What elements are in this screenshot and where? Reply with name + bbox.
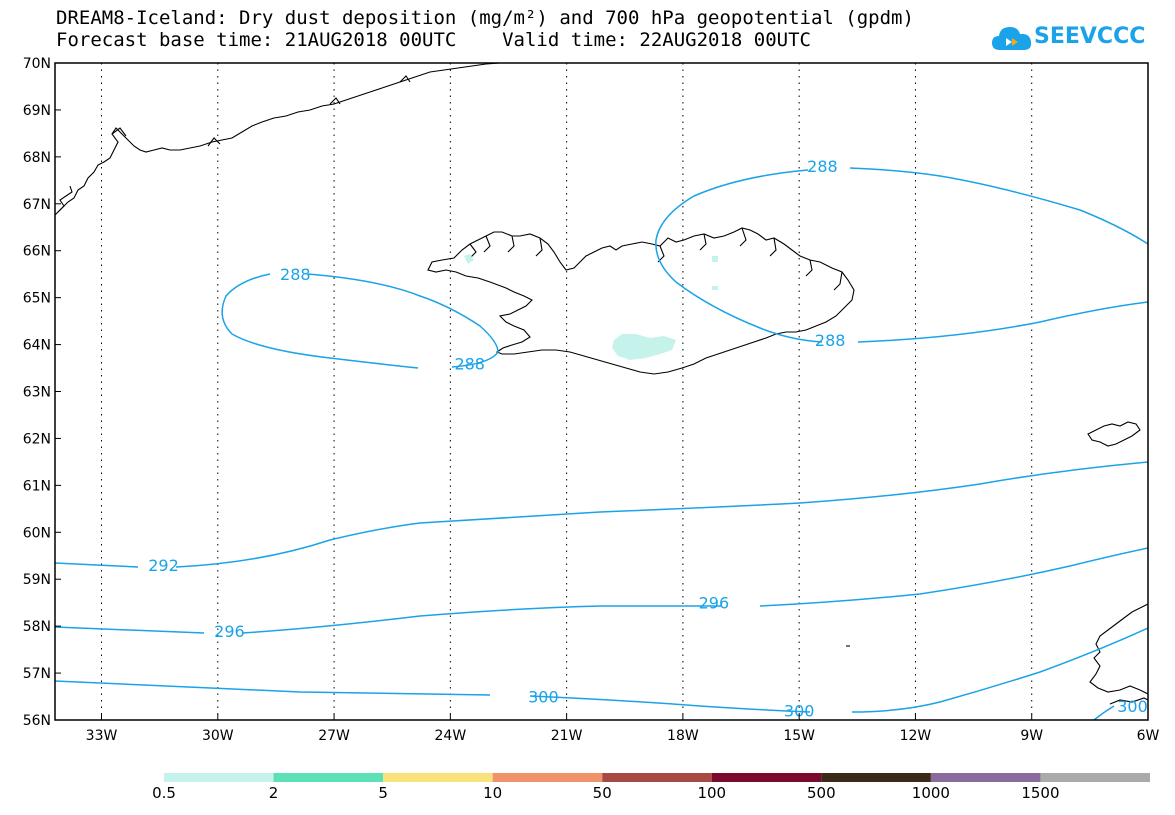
lat-tick-label: 66N (23, 244, 51, 260)
logo-text: SEEVCCC (1034, 24, 1146, 49)
lat-tick-label: 63N (23, 385, 51, 401)
contour-label: 300 (528, 688, 559, 707)
contour-300-corner (1093, 705, 1115, 720)
lon-tick-label: 6W (1137, 728, 1160, 744)
lon-tick-label: 21W (551, 728, 583, 744)
dust-deposition-shading (464, 254, 718, 360)
contour-labels: 288 288 288 288 292 296 296 300 300 300 (148, 157, 1148, 720)
graticule (101, 63, 1149, 720)
contour-288-west (221, 273, 499, 369)
coastlines (55, 63, 1148, 705)
greenland-coastline (55, 63, 514, 216)
contour-288-east (655, 167, 1148, 343)
colorbar (164, 773, 1150, 782)
lat-tick-label: 62N (23, 431, 51, 447)
colorbar-swatch (930, 773, 1041, 782)
colorbar-label: 1500 (1021, 784, 1060, 802)
faroe-coastline (1087, 421, 1141, 447)
lat-tick-label: 70N (23, 56, 51, 72)
title-line-1: DREAM8-Iceland: Dry dust deposition (mg/… (56, 7, 914, 29)
lon-tick-label: 24W (435, 728, 467, 744)
lon-tick-label: 30W (202, 728, 234, 744)
title-line-2: Forecast base time: 21AUG2018 00UTC Vali… (56, 29, 811, 51)
geopotential-contours (55, 167, 1148, 720)
dust-patch-south (612, 334, 676, 360)
lon-tick-label: 12W (900, 728, 932, 744)
iceland-coastline (427, 227, 855, 375)
cloud-icon (992, 27, 1032, 50)
iceland-fjords (469, 227, 843, 291)
lat-tick-label: 56N (23, 713, 51, 729)
colorbar-label: 500 (807, 784, 836, 802)
colorbar-label: 100 (697, 784, 727, 802)
contour-292 (55, 461, 1148, 568)
contour-label: 288 (807, 157, 838, 176)
colorbar-label: 10 (483, 784, 503, 802)
lat-tick-label: 67N (23, 197, 51, 213)
contour-label: 288 (815, 331, 846, 350)
lon-tick-label: 15W (783, 728, 815, 744)
contour-label: 300 (784, 702, 815, 721)
contour-292-south (55, 547, 1148, 634)
lat-tick-label: 59N (23, 572, 51, 588)
lon-tick-label: 27W (318, 728, 350, 744)
colorbar-swatch (821, 773, 931, 782)
colorbar-label: 0.5 (152, 784, 176, 802)
dust-patch-east (712, 256, 718, 290)
contour-label: 292 (148, 556, 179, 575)
lat-tick-label: 57N (23, 666, 51, 682)
lat-tick-label: 61N (23, 478, 51, 494)
axes: 33W 30W 27W 24W 21W 18W 15W 12W 9W 6W 56N 57N 58N 59N… (23, 56, 1160, 744)
colorbar-label: 5 (378, 784, 388, 802)
colorbar-swatch (711, 773, 822, 782)
lat-tick-label: 60N (23, 525, 51, 541)
lat-tick-label: 65N (23, 291, 51, 307)
colorbar-swatch (602, 773, 712, 782)
lon-tick-label: 33W (86, 728, 118, 744)
contour-label: 296 (699, 594, 730, 613)
colorbar-swatch (273, 773, 384, 782)
colorbar-swatch (383, 773, 493, 782)
lat-tick-label: 68N (23, 150, 51, 166)
colorbar-swatch (492, 773, 603, 782)
lat-tick-label: 64N (23, 338, 51, 354)
colorbar-swatch (1040, 773, 1150, 782)
contour-label: 300 (1117, 697, 1148, 716)
colorbar-label: 50 (592, 784, 612, 802)
seevccc-logo: SEEVCCC (990, 18, 1145, 58)
contour-label: 296 (214, 622, 245, 641)
lat-tick-label: 58N (23, 619, 51, 635)
scotland-coastline (1089, 603, 1148, 705)
colorbar-label: 1000 (911, 784, 950, 802)
lat-tick-label: 69N (23, 103, 51, 119)
lon-tick-label: 18W (667, 728, 699, 744)
contour-label: 288 (280, 265, 311, 284)
contour-300 (55, 627, 1148, 713)
dust-patch-west (464, 254, 474, 264)
contour-label: 288 (454, 354, 485, 373)
lon-tick-label: 9W (1020, 728, 1043, 744)
greenland-coastline-detail (57, 75, 411, 213)
colorbar-label: 2 (268, 784, 279, 802)
colorbar-swatch (164, 773, 274, 782)
